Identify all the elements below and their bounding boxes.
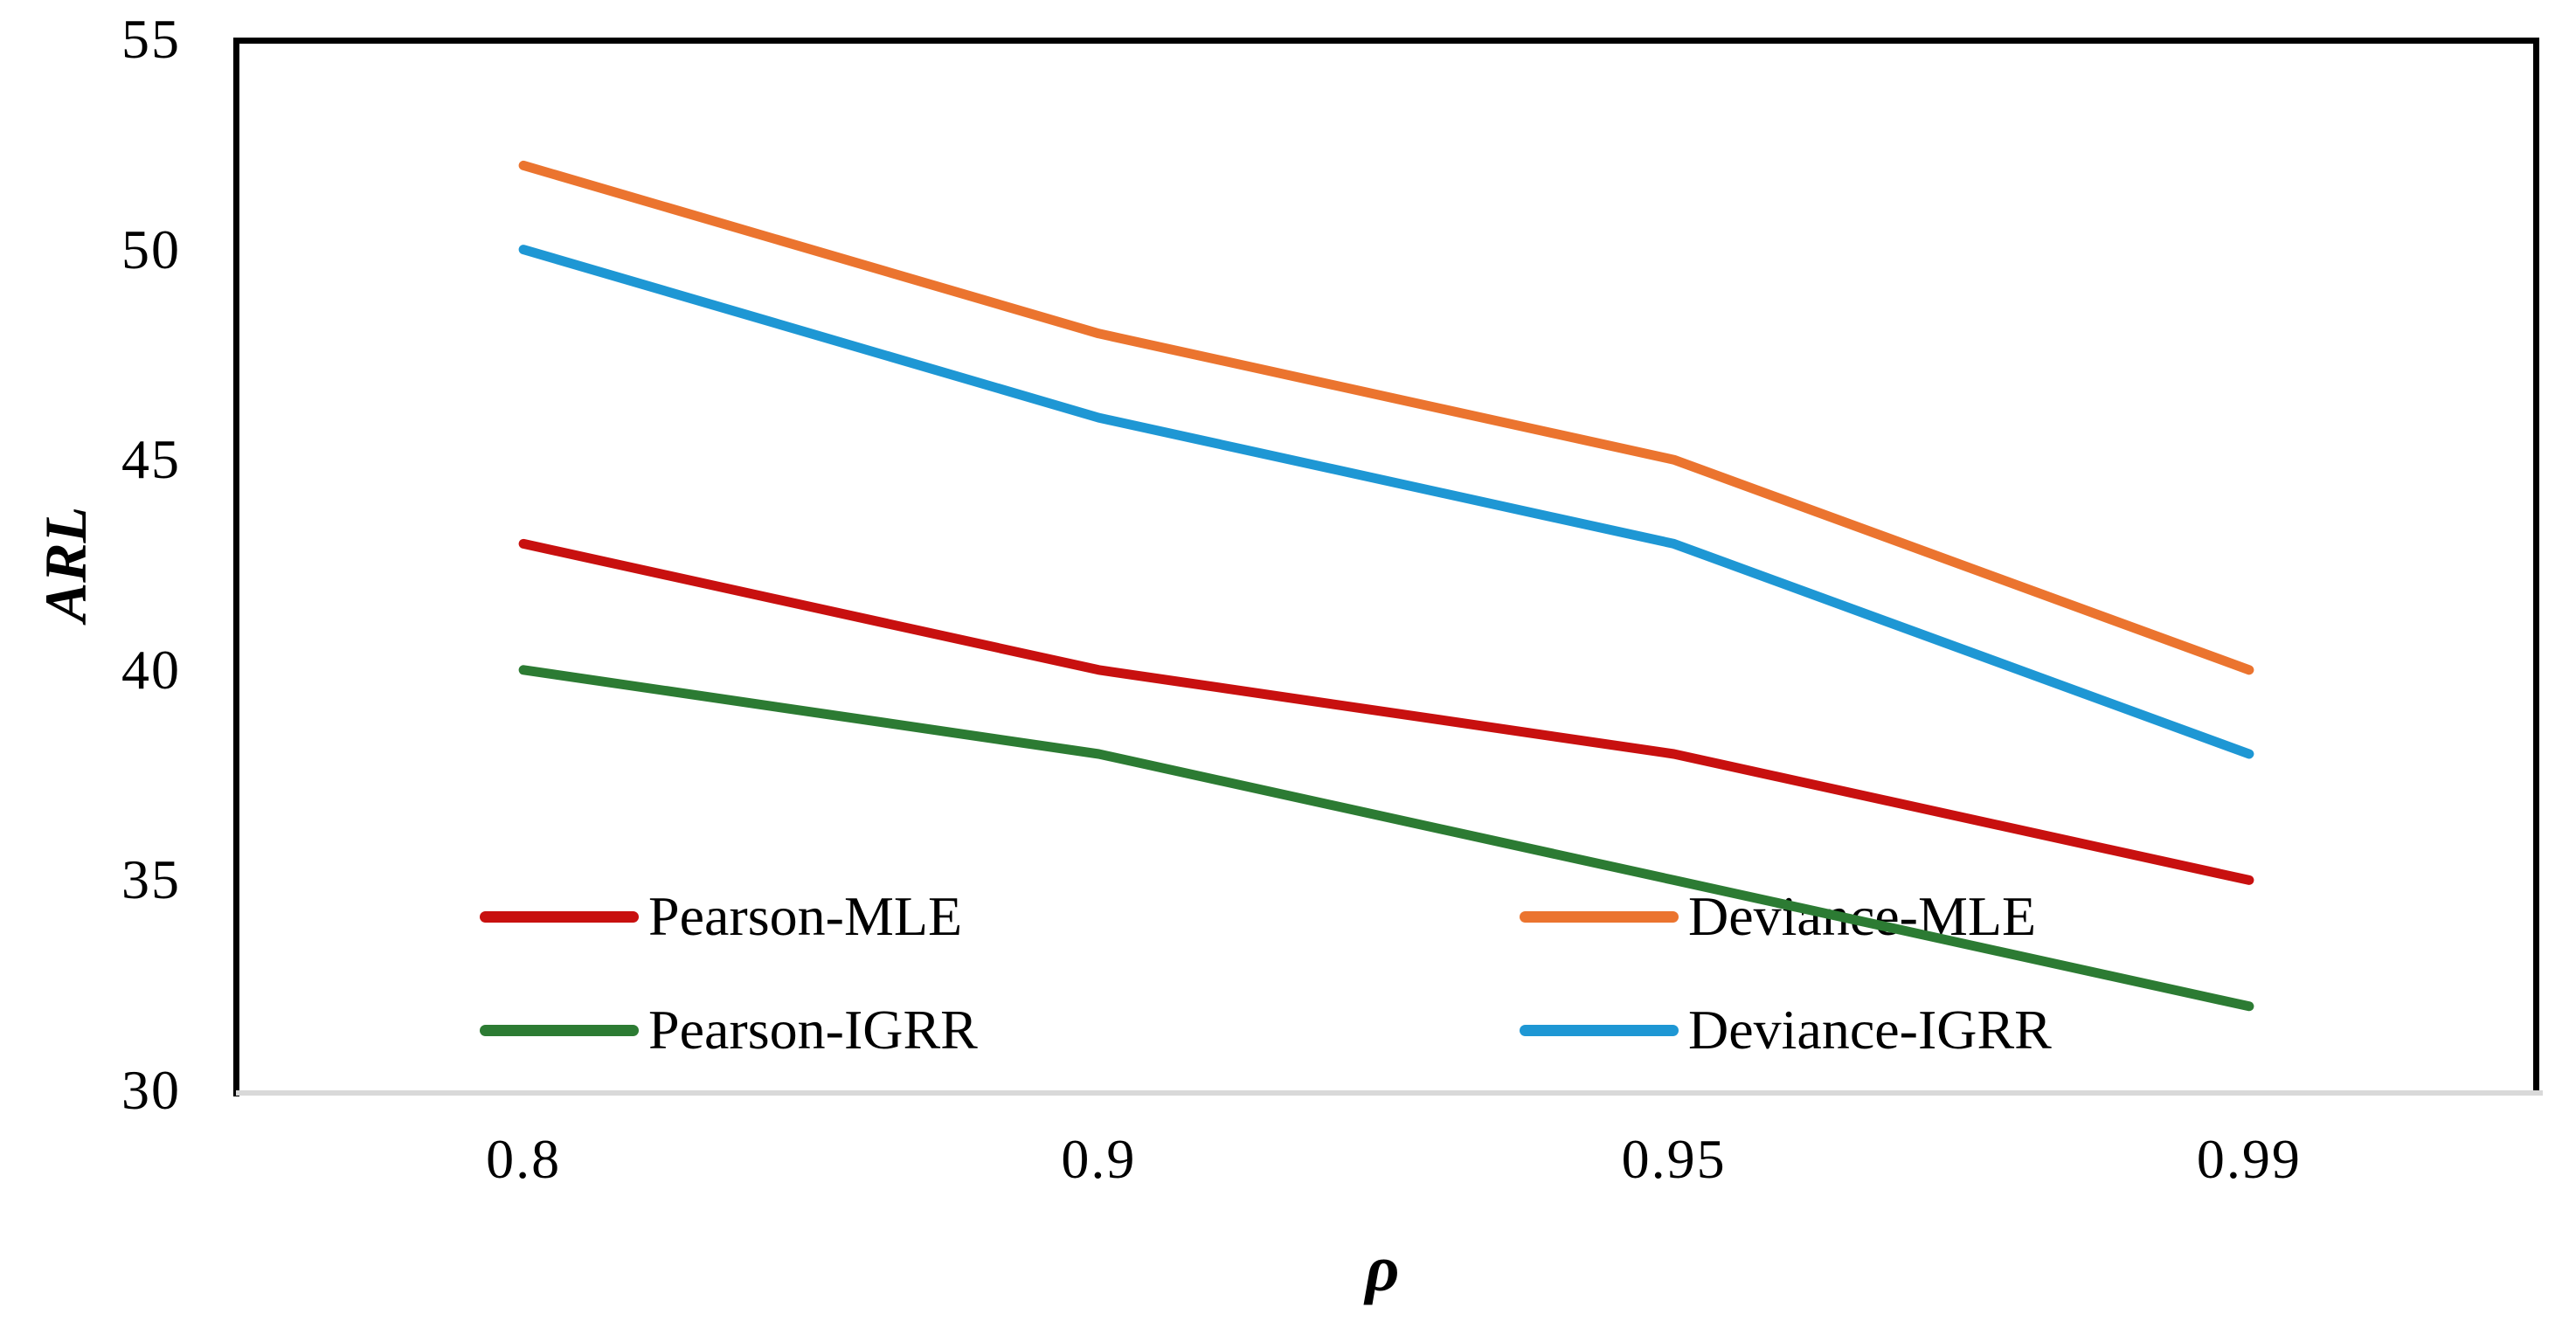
legend-item-pearson-mle: Pearson-MLE (480, 889, 962, 944)
legend-label-deviance-igrr: Deviance-IGRR (1688, 999, 2052, 1061)
plot-frame-top-border (233, 38, 2539, 44)
legend-item-deviance-igrr: Deviance-IGRR (1520, 1002, 2052, 1058)
y-tick-label: 35 (121, 848, 181, 911)
y-tick-label: 30 (121, 1059, 181, 1121)
x-tick-label: 0.9 (1061, 1128, 1137, 1190)
y-tick-label: 50 (121, 218, 181, 280)
y-tick-label: 55 (121, 8, 181, 70)
legend-label-pearson-igrr: Pearson-IGRR (648, 999, 978, 1061)
plot-frame-right-border (2533, 38, 2539, 1090)
legend-label-pearson-mle: Pearson-MLE (648, 885, 963, 947)
x-tick-label: 0.99 (2196, 1128, 2302, 1190)
legend-item-pearson-igrr: Pearson-IGRR (480, 1002, 978, 1058)
x-tick-label: 0.95 (1621, 1128, 1727, 1190)
legend-swatch-pearson-mle (480, 910, 639, 923)
legend-swatch-pearson-igrr (480, 1024, 639, 1036)
y-tick-label: 40 (121, 638, 181, 701)
legend-item-deviance-mle: Deviance-MLE (1520, 889, 2036, 944)
y-axis-line (233, 38, 239, 1096)
legend-swatch-deviance-igrr (1520, 1024, 1679, 1036)
y-tick-label: 45 (121, 428, 181, 491)
legend-label-deviance-mle: Deviance-MLE (1688, 885, 2037, 947)
x-axis-line (236, 1090, 2543, 1096)
legend-swatch-deviance-mle (1520, 910, 1679, 923)
x-tick-label: 0.8 (486, 1128, 562, 1190)
x-axis-title: ρ (1365, 1232, 1400, 1305)
